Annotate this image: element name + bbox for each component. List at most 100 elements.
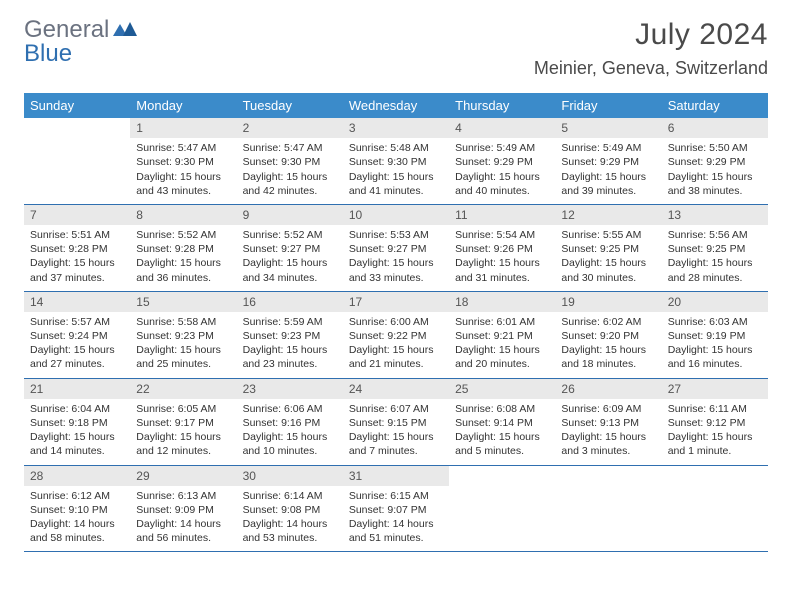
sunset-text: Sunset: 9:29 PM — [455, 155, 549, 169]
daylight-text: Daylight: 15 hours and 18 minutes. — [561, 343, 655, 371]
day-cell — [24, 118, 130, 204]
day-number: 1 — [130, 118, 236, 138]
sunrise-text: Sunrise: 6:04 AM — [30, 402, 124, 416]
day-cell: 12Sunrise: 5:55 AMSunset: 9:25 PMDayligh… — [555, 205, 661, 291]
day-number: 6 — [662, 118, 768, 138]
day-number: 4 — [449, 118, 555, 138]
day-cell: 13Sunrise: 5:56 AMSunset: 9:25 PMDayligh… — [662, 205, 768, 291]
sunrise-text: Sunrise: 5:49 AM — [561, 141, 655, 155]
day-number: 18 — [449, 292, 555, 312]
sunset-text: Sunset: 9:13 PM — [561, 416, 655, 430]
day-cell: 5 Sunrise: 5:49 AMSunset: 9:29 PMDaylight… — [555, 118, 661, 204]
sunset-text: Sunset: 9:25 PM — [561, 242, 655, 256]
sunrise-text: Sunrise: 6:05 AM — [136, 402, 230, 416]
calendar: Sunday Monday Tuesday Wednesday Thursday… — [24, 93, 768, 552]
daylight-text: Daylight: 15 hours and 5 minutes. — [455, 430, 549, 458]
sunrise-text: Sunrise: 6:15 AM — [349, 489, 443, 503]
day-number: 23 — [237, 379, 343, 399]
weekday-header-row: Sunday Monday Tuesday Wednesday Thursday… — [24, 93, 768, 118]
day-cell: 17Sunrise: 6:00 AMSunset: 9:22 PMDayligh… — [343, 292, 449, 378]
sunrise-text: Sunrise: 5:55 AM — [561, 228, 655, 242]
weekday-header: Friday — [555, 93, 661, 118]
daylight-text: Daylight: 15 hours and 16 minutes. — [668, 343, 762, 371]
sunset-text: Sunset: 9:17 PM — [136, 416, 230, 430]
flag-icon — [113, 21, 137, 39]
daylight-text: Daylight: 14 hours and 53 minutes. — [243, 517, 337, 545]
day-number: 15 — [130, 292, 236, 312]
sunset-text: Sunset: 9:27 PM — [243, 242, 337, 256]
weekday-header: Saturday — [662, 93, 768, 118]
day-number: 19 — [555, 292, 661, 312]
daylight-text: Daylight: 15 hours and 31 minutes. — [455, 256, 549, 284]
day-cell: 2Sunrise: 5:47 AMSunset: 9:30 PMDaylight… — [237, 118, 343, 204]
sunset-text: Sunset: 9:26 PM — [455, 242, 549, 256]
sunrise-text: Sunrise: 5:47 AM — [243, 141, 337, 155]
weekday-header: Wednesday — [343, 93, 449, 118]
day-cell: 8Sunrise: 5:52 AMSunset: 9:28 PMDaylight… — [130, 205, 236, 291]
sunset-text: Sunset: 9:23 PM — [136, 329, 230, 343]
sunrise-text: Sunrise: 5:58 AM — [136, 315, 230, 329]
day-number: 29 — [130, 466, 236, 486]
day-number: 7 — [24, 205, 130, 225]
daylight-text: Daylight: 15 hours and 40 minutes. — [455, 170, 549, 198]
day-cell: 28Sunrise: 6:12 AMSunset: 9:10 PMDayligh… — [24, 466, 130, 552]
day-cell: 15 Sunrise: 5:58 AMSunset: 9:23 PMDayligh… — [130, 292, 236, 378]
day-cell: 22Sunrise: 6:05 AMSunset: 9:17 PMDayligh… — [130, 379, 236, 465]
sunrise-text: Sunrise: 5:53 AM — [349, 228, 443, 242]
daylight-text: Daylight: 15 hours and 27 minutes. — [30, 343, 124, 371]
daylight-text: Daylight: 15 hours and 21 minutes. — [349, 343, 443, 371]
daylight-text: Daylight: 15 hours and 14 minutes. — [30, 430, 124, 458]
daylight-text: Daylight: 15 hours and 42 minutes. — [243, 170, 337, 198]
day-number: 30 — [237, 466, 343, 486]
sunset-text: Sunset: 9:20 PM — [561, 329, 655, 343]
sunset-text: Sunset: 9:14 PM — [455, 416, 549, 430]
sunset-text: Sunset: 9:12 PM — [668, 416, 762, 430]
sunrise-text: Sunrise: 6:00 AM — [349, 315, 443, 329]
day-cell — [555, 466, 661, 552]
daylight-text: Daylight: 15 hours and 12 minutes. — [136, 430, 230, 458]
day-cell: 4Sunrise: 5:49 AMSunset: 9:29 PMDaylight… — [449, 118, 555, 204]
sunrise-text: Sunrise: 6:14 AM — [243, 489, 337, 503]
day-number: 8 — [130, 205, 236, 225]
day-cell: 23Sunrise: 6:06 AMSunset: 9:16 PMDayligh… — [237, 379, 343, 465]
day-number: 5 — [555, 118, 661, 138]
month-title: July 2024 — [534, 18, 768, 52]
brand-logo: General Blue — [24, 18, 137, 66]
sunrise-text: Sunrise: 5:56 AM — [668, 228, 762, 242]
sunrise-text: Sunrise: 5:57 AM — [30, 315, 124, 329]
weekday-header: Sunday — [24, 93, 130, 118]
brand-part2: Blue — [24, 42, 137, 66]
day-number: 9 — [237, 205, 343, 225]
day-cell — [449, 466, 555, 552]
daylight-text: Daylight: 15 hours and 25 minutes. — [136, 343, 230, 371]
weeks-container: 1Sunrise: 5:47 AMSunset: 9:30 PMDaylight… — [24, 118, 768, 552]
daylight-text: Daylight: 15 hours and 39 minutes. — [561, 170, 655, 198]
day-number: 31 — [343, 466, 449, 486]
sunset-text: Sunset: 9:07 PM — [349, 503, 443, 517]
day-cell: 6Sunrise: 5:50 AMSunset: 9:29 PMDaylight… — [662, 118, 768, 204]
sunset-text: Sunset: 9:29 PM — [561, 155, 655, 169]
day-number: 2 — [237, 118, 343, 138]
sunrise-text: Sunrise: 6:13 AM — [136, 489, 230, 503]
sunset-text: Sunset: 9:10 PM — [30, 503, 124, 517]
sunrise-text: Sunrise: 5:54 AM — [455, 228, 549, 242]
day-number: 17 — [343, 292, 449, 312]
sunrise-text: Sunrise: 5:59 AM — [243, 315, 337, 329]
sunrise-text: Sunrise: 6:08 AM — [455, 402, 549, 416]
daylight-text: Daylight: 15 hours and 28 minutes. — [668, 256, 762, 284]
day-number: 14 — [24, 292, 130, 312]
week-row: 28Sunrise: 6:12 AMSunset: 9:10 PMDayligh… — [24, 466, 768, 553]
sunset-text: Sunset: 9:25 PM — [668, 242, 762, 256]
header-row: General Blue July 2024 Meinier, Geneva, … — [24, 18, 768, 79]
day-number: 10 — [343, 205, 449, 225]
sunrise-text: Sunrise: 6:02 AM — [561, 315, 655, 329]
daylight-text: Daylight: 15 hours and 10 minutes. — [243, 430, 337, 458]
day-number: 25 — [449, 379, 555, 399]
sunset-text: Sunset: 9:29 PM — [668, 155, 762, 169]
day-cell: 29Sunrise: 6:13 AMSunset: 9:09 PMDayligh… — [130, 466, 236, 552]
sunset-text: Sunset: 9:15 PM — [349, 416, 443, 430]
brand-part1: General — [24, 18, 109, 42]
sunset-text: Sunset: 9:18 PM — [30, 416, 124, 430]
weekday-header: Tuesday — [237, 93, 343, 118]
daylight-text: Daylight: 15 hours and 7 minutes. — [349, 430, 443, 458]
